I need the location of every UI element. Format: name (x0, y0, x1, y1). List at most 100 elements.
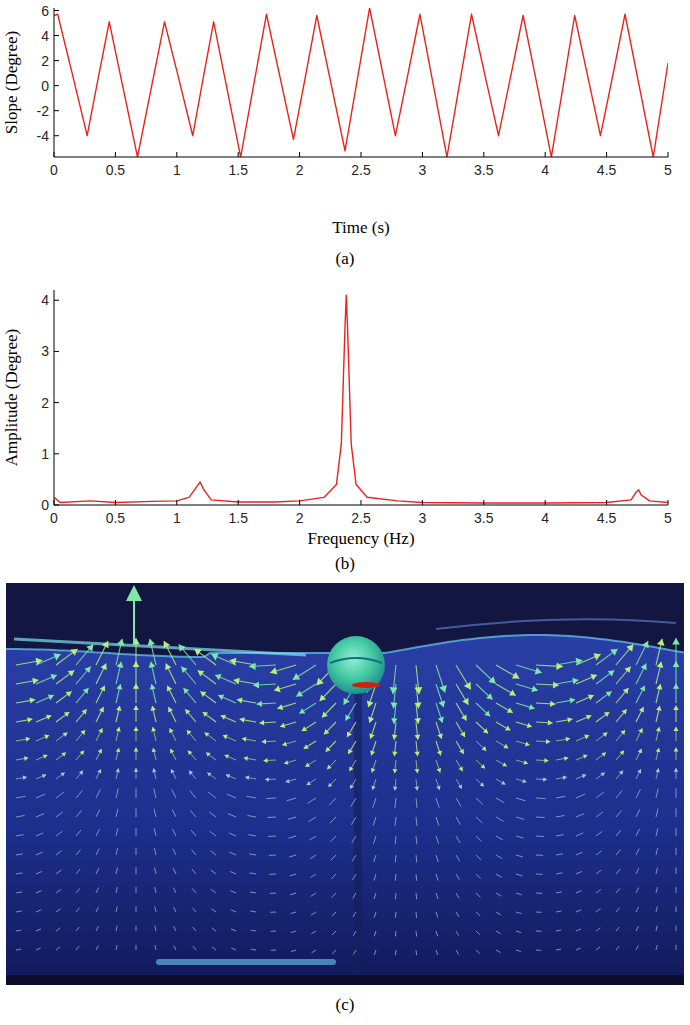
velocity-vector (416, 893, 418, 899)
velocity-vector (496, 684, 516, 695)
velocity-vector (116, 828, 118, 836)
y-tick (54, 110, 59, 111)
vector-head (673, 727, 678, 731)
velocity-vector (576, 715, 591, 722)
velocity-vector (271, 950, 276, 951)
velocity-vector (188, 750, 196, 760)
velocity-vector (154, 828, 156, 836)
velocity-vector (616, 771, 623, 779)
vector-head (656, 684, 662, 690)
velocity-vector (96, 769, 101, 779)
velocity-vector (270, 912, 276, 913)
velocity-vector (353, 950, 356, 955)
velocity-vector (193, 927, 197, 931)
velocity-vector (228, 814, 236, 817)
vector-head (657, 662, 664, 668)
velocity-vector (656, 868, 658, 874)
velocity-vector (456, 912, 459, 917)
vector-head (488, 676, 495, 683)
velocity-vector (215, 675, 236, 684)
x-tick-label: 2.5 (351, 510, 371, 526)
x-tick-label: 5 (664, 162, 672, 178)
velocity-vector (16, 796, 26, 798)
velocity-vector (556, 892, 562, 893)
velocity-vector (36, 833, 43, 836)
velocity-vector (332, 912, 336, 916)
vector-head (80, 750, 84, 755)
ball-spot (352, 682, 380, 688)
vector-head (481, 764, 486, 769)
vector-head (415, 787, 420, 791)
velocity-vector (636, 707, 644, 722)
vector-head (459, 749, 464, 754)
velocity-vector (332, 950, 336, 954)
y-tick (54, 402, 59, 403)
velocity-vector (203, 712, 216, 722)
vector-head (588, 695, 594, 701)
vector-head (550, 701, 555, 707)
velocity-vector (16, 873, 23, 874)
vector-head (393, 769, 398, 773)
y-tick-label: 0 (41, 78, 49, 94)
panel-caption: (c) (336, 995, 355, 1014)
data-line (54, 8, 668, 157)
velocity-vector (353, 874, 357, 880)
vector-head (203, 712, 208, 717)
velocity-vector (436, 893, 438, 899)
velocity-vector (456, 817, 461, 825)
vector-head (512, 672, 519, 679)
vector-head (48, 695, 54, 701)
velocity-vector (309, 836, 316, 840)
vector-head (501, 781, 505, 785)
vector-head (656, 768, 660, 772)
velocity-vector (516, 931, 521, 933)
velocity-vector (231, 948, 236, 950)
vector-head (461, 714, 466, 720)
vector-head (116, 768, 120, 772)
velocity-vector (330, 817, 336, 823)
vector-head (619, 771, 623, 775)
vector-head (522, 779, 526, 783)
velocity-vector (76, 644, 93, 665)
velocity-vector (36, 695, 54, 703)
velocity-vector (290, 874, 296, 876)
x-tick-label: 1 (173, 510, 181, 526)
velocity-vector (291, 950, 296, 952)
vector-head (640, 686, 646, 692)
x-tick-label: 2 (296, 162, 304, 178)
velocity-vector (269, 855, 276, 856)
vector-head (392, 752, 397, 757)
velocity-vector (373, 836, 376, 844)
y-tick-label: -4 (37, 128, 50, 144)
velocity-vector (56, 851, 62, 855)
velocity-vector (374, 912, 376, 918)
vector-head (482, 746, 487, 751)
velocity-vector (656, 906, 657, 912)
x-tick (176, 500, 177, 505)
vector-head (116, 748, 121, 752)
vector-head (259, 720, 264, 726)
velocity-vector (225, 755, 237, 760)
velocity-vector (205, 732, 217, 741)
y-tick-label: 1 (41, 446, 49, 462)
vector-head (608, 670, 615, 676)
water (6, 635, 684, 985)
chart-panel: 00.511.522.533.544.55-4-20246Time (s)Slo… (2, 3, 672, 268)
velocity-vector (372, 760, 376, 773)
velocity-vector (576, 775, 586, 779)
velocity-vector (36, 794, 45, 798)
velocity-vector (516, 874, 522, 876)
velocity-vector (373, 798, 376, 808)
vector-head (299, 708, 305, 713)
vector-head (68, 670, 75, 676)
velocity-vector (136, 867, 137, 874)
velocity-vector (436, 817, 439, 826)
vector-head (53, 653, 60, 660)
vector-head (582, 774, 586, 778)
velocity-vector (416, 817, 417, 826)
vector-head (79, 771, 83, 775)
x-tick (54, 500, 55, 505)
vector-head (230, 658, 237, 666)
velocity-vector (436, 874, 438, 881)
velocity-vector (302, 722, 316, 731)
